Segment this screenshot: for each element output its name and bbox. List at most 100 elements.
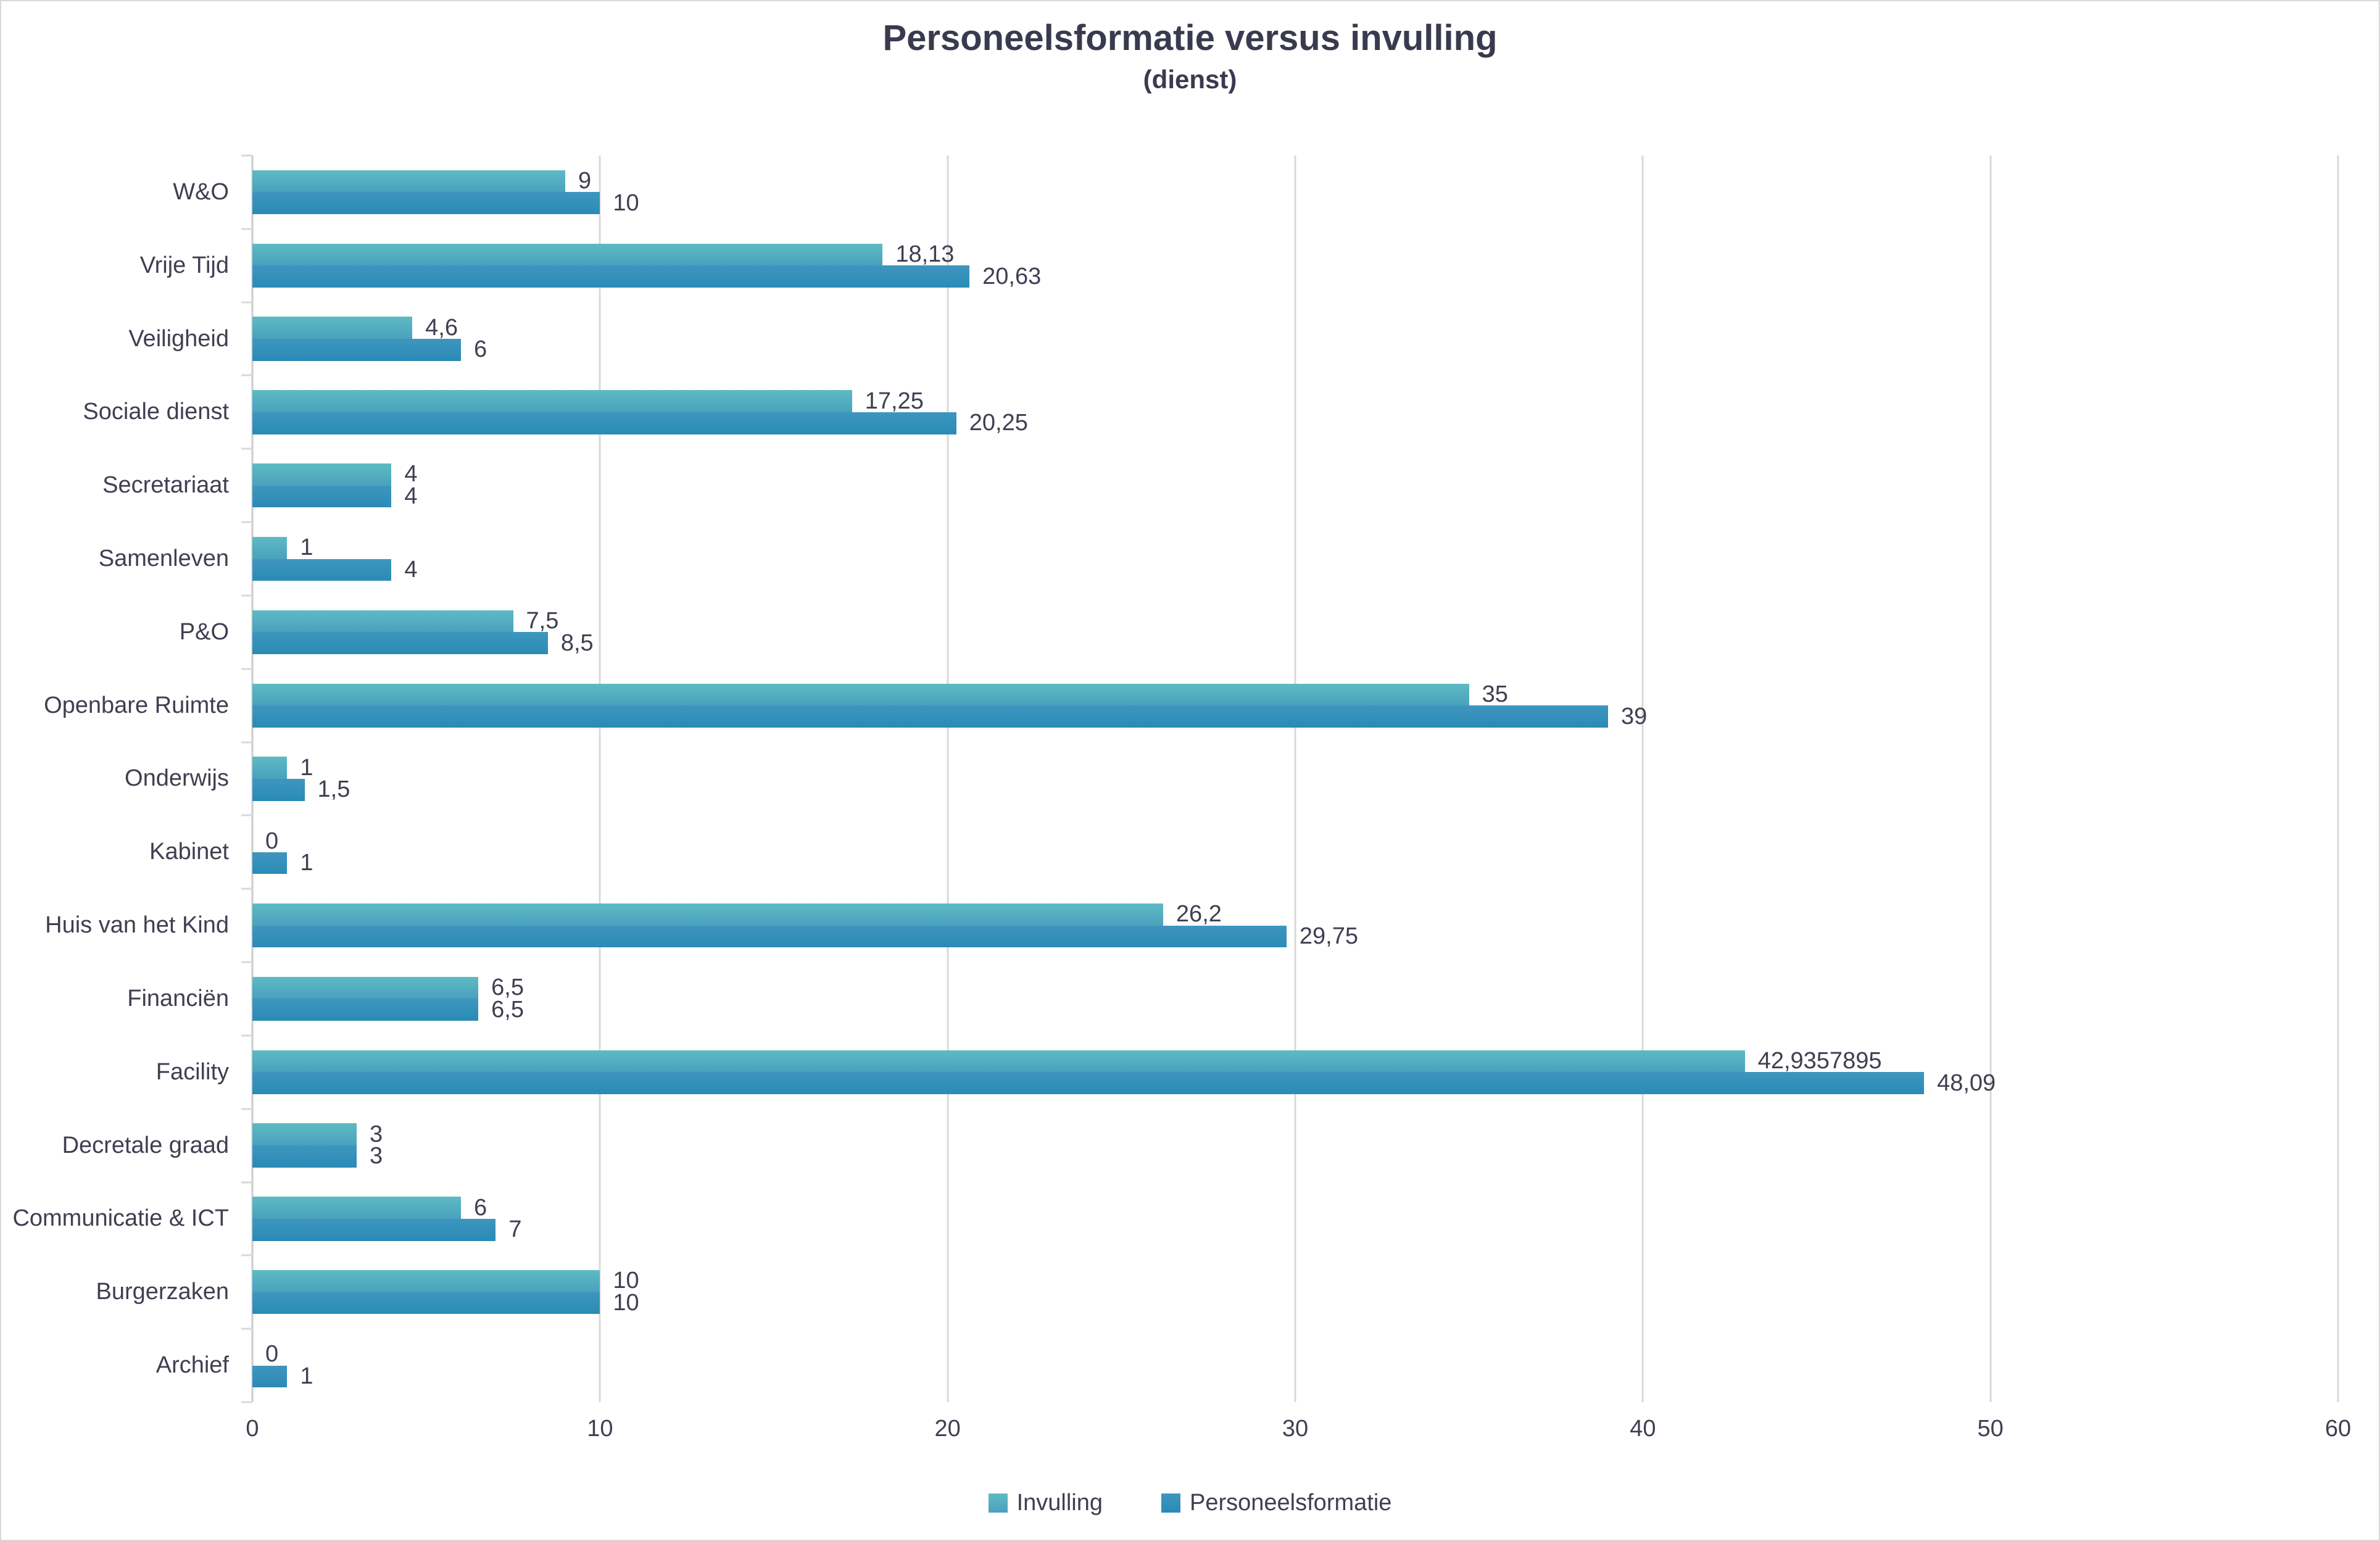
bar-personeelsformatie (252, 559, 392, 581)
gridline-x-10 (599, 156, 601, 1402)
value-label-personeelsformatie: 10 (613, 189, 639, 216)
title-block: Personeelsformatie versus invulling (die… (1, 17, 2379, 94)
value-label-personeelsformatie: 6 (474, 336, 487, 363)
legend-item-personeelsformatie: Personeelsformatie (1161, 1490, 1391, 1516)
value-label-invulling: 7,5 (526, 608, 559, 634)
value-label-invulling: 26,2 (1175, 901, 1222, 928)
category-label: Decretale graad (62, 1132, 229, 1158)
bar-personeelsformatie (252, 485, 392, 508)
y-axis-tick (241, 1254, 252, 1256)
gridline-x-60 (2337, 156, 2339, 1402)
y-axis-tick (241, 228, 252, 230)
value-label-invulling: 6,5 (491, 974, 524, 1001)
bar-invulling (252, 757, 288, 779)
value-label-invulling: 10 (613, 1268, 639, 1294)
value-label-invulling: 4 (404, 461, 418, 488)
category-label: P&O (179, 618, 229, 645)
value-label-invulling: 1 (300, 534, 313, 561)
gridline-x-40 (1641, 156, 1644, 1402)
gridline-x-50 (1989, 156, 1992, 1402)
chart-title: Personeelsformatie versus invulling (882, 18, 1498, 58)
bar-invulling (252, 683, 1469, 706)
y-axis-tick (241, 521, 252, 523)
bar-personeelsformatie (252, 412, 956, 434)
bar-personeelsformatie (252, 705, 1608, 728)
bar-invulling (252, 317, 413, 339)
bar-personeelsformatie (252, 925, 1287, 948)
y-axis-tick (241, 1034, 252, 1037)
bar-personeelsformatie (252, 1145, 357, 1168)
category-label: Vrije Tijd (139, 252, 229, 278)
bar-personeelsformatie (252, 632, 548, 654)
value-label-personeelsformatie: 6,5 (491, 996, 524, 1023)
bar-personeelsformatie (252, 999, 479, 1021)
bar-personeelsformatie (252, 1292, 600, 1315)
y-axis-tick (241, 1401, 252, 1403)
value-label-invulling: 0 (265, 1341, 279, 1368)
value-label-invulling: 3 (370, 1121, 383, 1147)
legend-label-invulling: Invulling (1016, 1490, 1103, 1516)
category-label: Archief (155, 1352, 229, 1379)
bar-invulling (252, 243, 883, 266)
y-axis-tick (241, 668, 252, 670)
value-label-personeelsformatie: 39 (1621, 703, 1648, 729)
category-label: Samenleven (98, 546, 229, 572)
bar-invulling (252, 1270, 600, 1292)
x-tick-label: 0 (246, 1416, 259, 1442)
x-tick-label: 50 (1977, 1416, 2004, 1442)
bar-personeelsformatie (252, 1072, 1925, 1094)
y-axis-tick (241, 887, 252, 890)
value-label-personeelsformatie: 4 (404, 483, 418, 510)
y-axis-tick (241, 374, 252, 376)
value-label-personeelsformatie: 7 (508, 1216, 522, 1243)
bar-invulling (252, 1123, 357, 1146)
y-axis-tick (241, 154, 252, 157)
value-label-personeelsformatie: 3 (370, 1143, 383, 1169)
gridline-x-30 (1294, 156, 1296, 1402)
category-label: Openbare Ruimte (44, 692, 229, 718)
bar-invulling (252, 976, 479, 999)
category-label: Sociale dienst (83, 399, 229, 425)
category-label: Veiligheid (128, 325, 229, 352)
value-label-personeelsformatie: 48,09 (1937, 1070, 1996, 1096)
bar-personeelsformatie (252, 192, 600, 215)
bar-personeelsformatie (252, 1218, 496, 1241)
value-label-personeelsformatie: 1 (300, 1363, 313, 1389)
category-label: Huis van het Kind (45, 912, 229, 939)
value-label-personeelsformatie: 1,5 (317, 776, 350, 803)
category-label: Onderwijs (125, 765, 229, 792)
category-label: Secretariaat (102, 472, 229, 499)
bar-personeelsformatie (252, 779, 305, 801)
value-label-invulling: 4,6 (425, 314, 458, 341)
y-axis-tick (241, 301, 252, 304)
x-tick-label: 10 (587, 1416, 613, 1442)
bar-invulling (252, 1197, 461, 1219)
value-label-personeelsformatie: 20,63 (982, 263, 1042, 289)
value-label-personeelsformatie: 20,25 (969, 410, 1028, 436)
y-axis-tick (241, 447, 252, 450)
category-label: Burgerzaken (96, 1279, 229, 1305)
value-label-invulling: 35 (1482, 681, 1508, 707)
category-label: W&O (173, 178, 229, 205)
value-label-personeelsformatie: 10 (613, 1290, 639, 1316)
gridline-x-20 (947, 156, 949, 1402)
legend-item-invulling: Invulling (988, 1490, 1103, 1516)
bar-invulling (252, 390, 852, 412)
value-label-personeelsformatie: 4 (404, 556, 418, 583)
x-tick-label: 40 (1630, 1416, 1656, 1442)
y-axis-tick (241, 1327, 252, 1330)
bar-personeelsformatie (252, 339, 461, 361)
bar-invulling (252, 1050, 1745, 1073)
bar-invulling (252, 463, 392, 486)
value-label-invulling: 6 (474, 1194, 487, 1221)
category-axis-labels: W&O Vrije Tijd Veiligheid Sociale dienst Sec… (1, 156, 240, 1402)
category-label: Financiën (127, 985, 229, 1011)
bar-invulling (252, 610, 513, 633)
bar-invulling (252, 170, 565, 193)
bar-personeelsformatie (252, 1365, 288, 1388)
y-axis-tick (241, 814, 252, 816)
category-label: Communicatie & ICT (12, 1205, 229, 1232)
y-axis-tick (241, 594, 252, 597)
value-label-invulling: 1 (300, 754, 313, 781)
